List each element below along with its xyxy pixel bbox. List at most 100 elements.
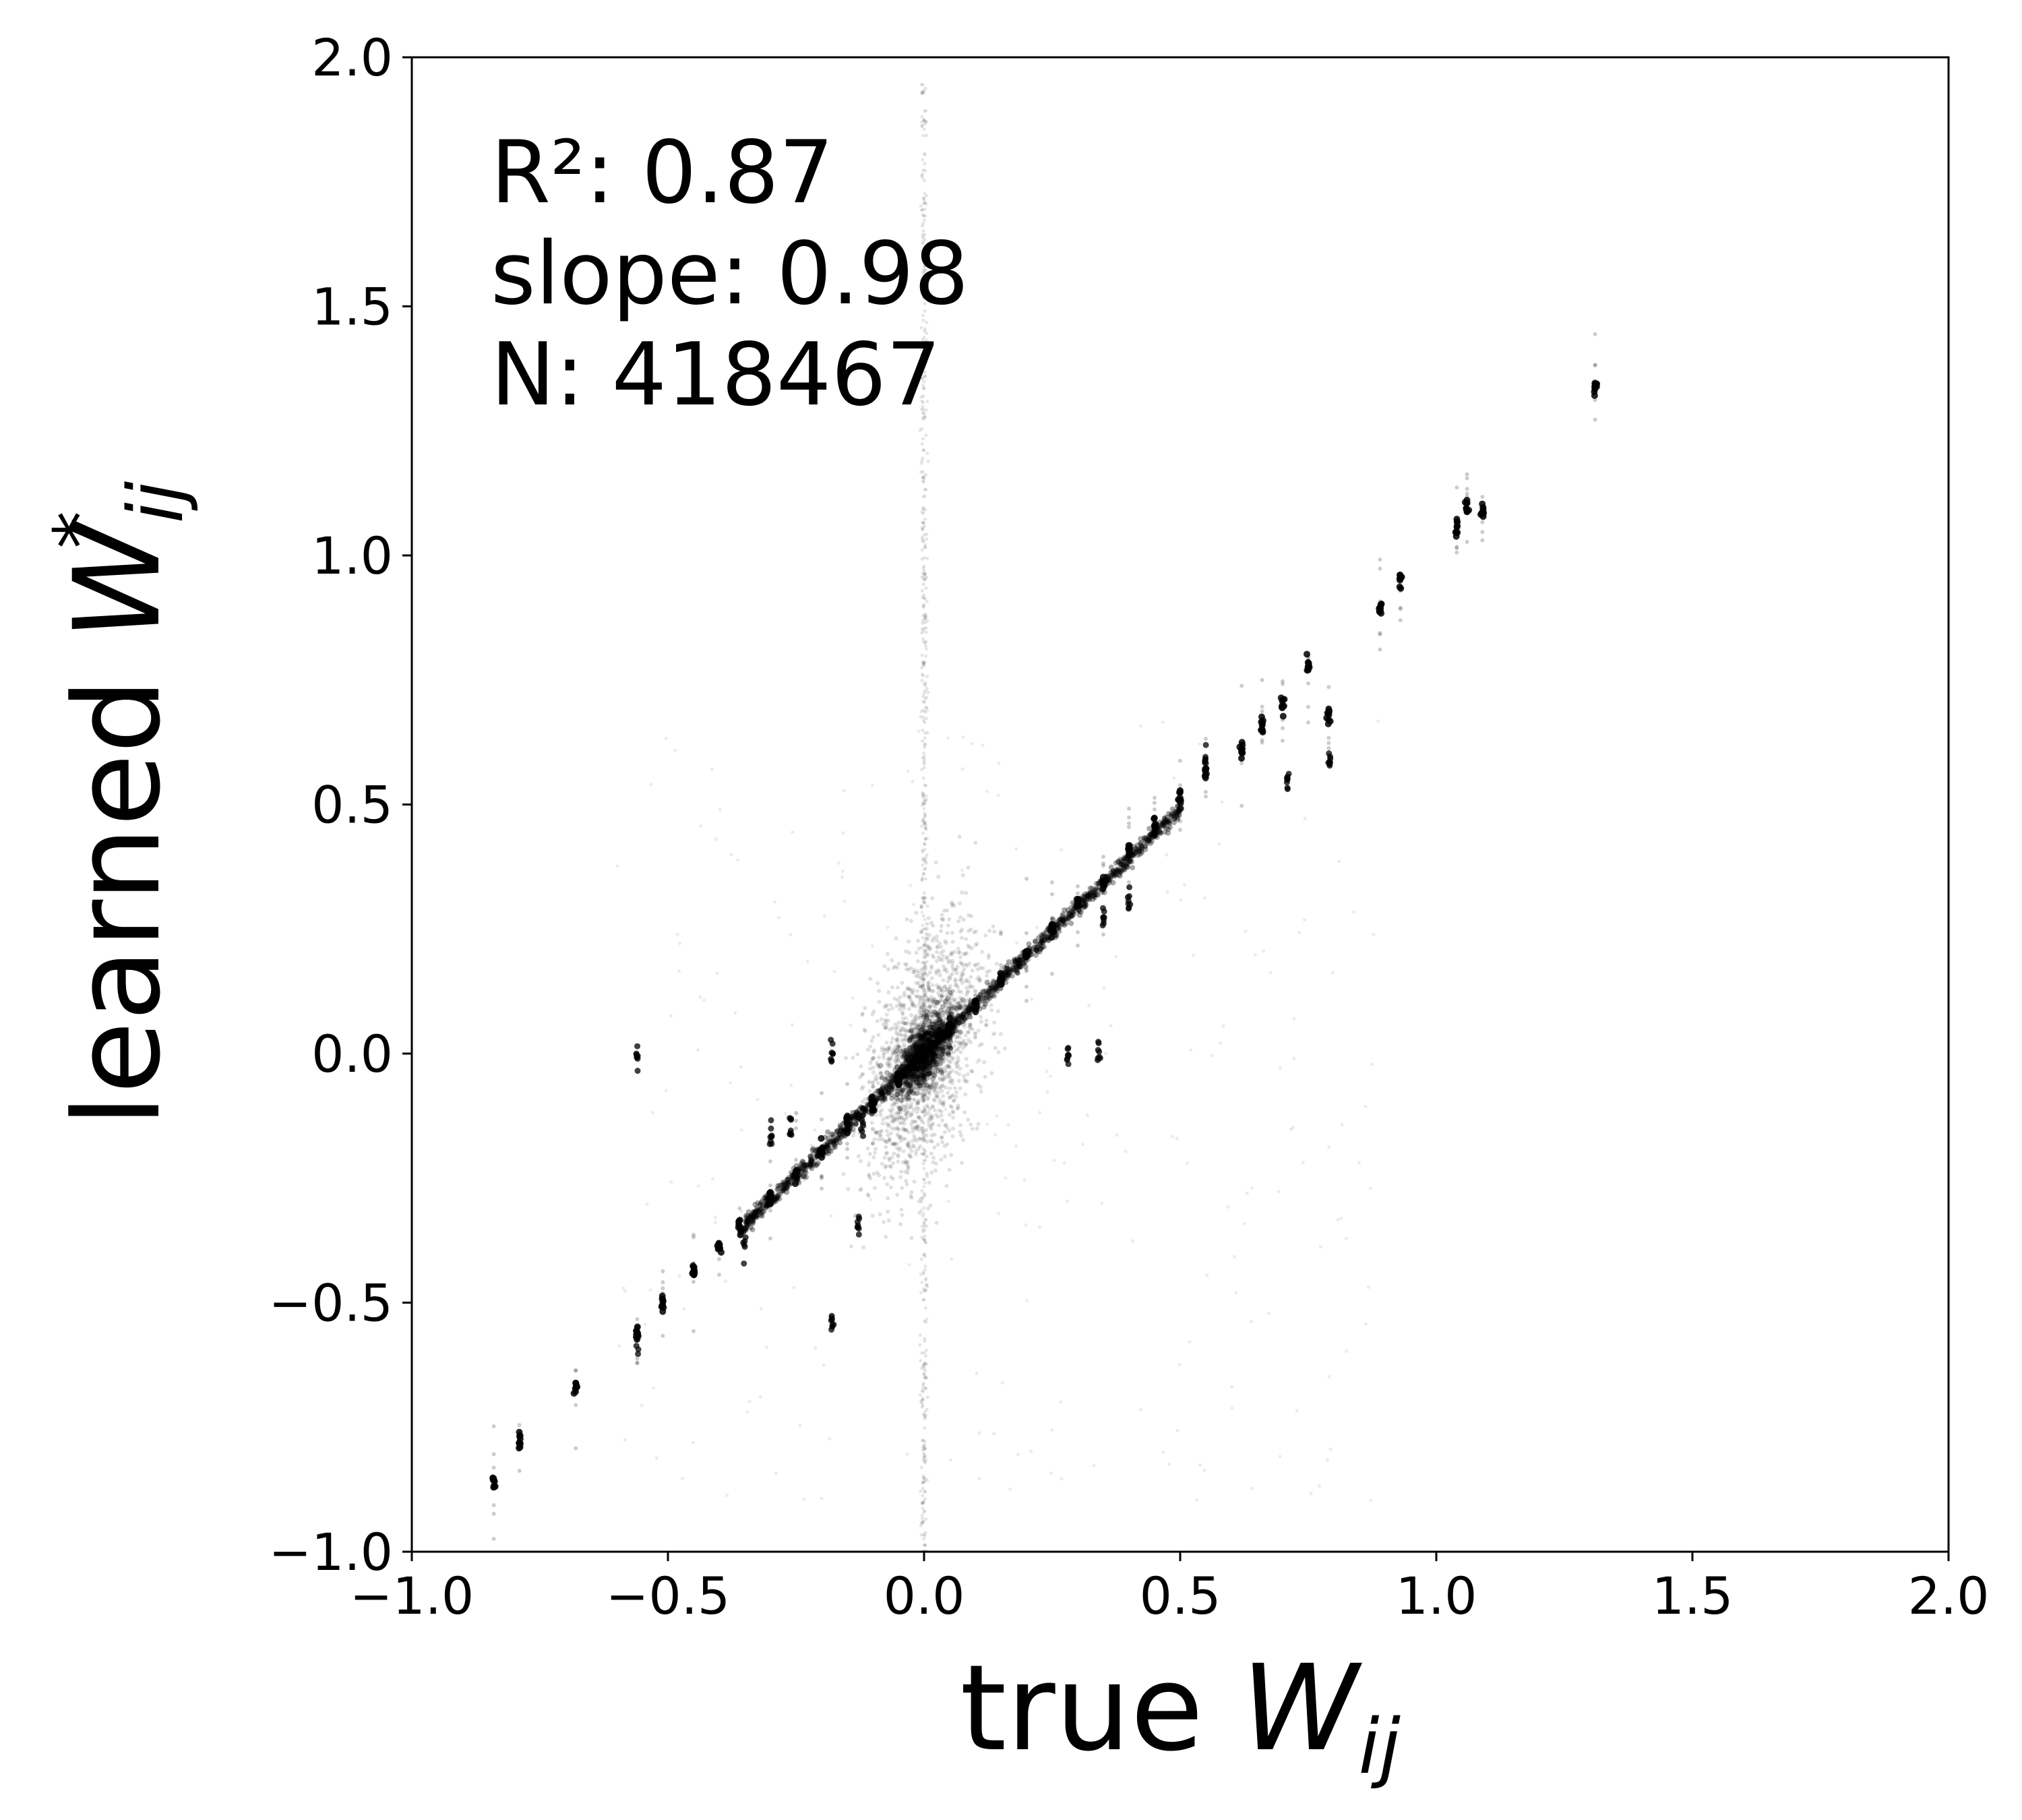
scatter-point [858,1159,863,1163]
scatter-point [906,1163,911,1168]
scatter-point [917,1023,921,1028]
scatter-point [981,744,985,748]
scatter-point [1113,870,1119,876]
scatter-point [944,1108,948,1112]
scatter-point [927,948,931,952]
scatter-point [919,1400,923,1404]
scatter-point [875,1060,880,1065]
scatter-point [1025,1299,1029,1303]
scatter-point [929,1122,934,1127]
scatter-point [922,1351,926,1355]
scatter-point [977,1476,981,1480]
scatter-point [917,1015,922,1020]
scatter-point [911,1034,917,1040]
scatter-point [875,1077,880,1082]
scatter-point [915,959,920,963]
scatter-point [924,626,928,630]
scatter-point [967,1030,971,1035]
scatter-point [875,1130,880,1134]
scatter-point [977,1058,981,1063]
scatter-point [909,1029,913,1034]
scatter-point [987,953,991,958]
scatter-point [886,1008,891,1012]
scatter-point [949,1008,954,1013]
scatter-point [1204,736,1208,741]
scatter-point [908,997,913,1002]
scatter-point [919,1068,924,1072]
scatter-point [950,1126,955,1131]
scatter-point [938,1017,943,1022]
scatter-point [876,1063,880,1068]
scatter-point [1292,1017,1296,1021]
scatter-point [923,783,927,787]
scatter-point [936,985,941,990]
scatter-point [996,1050,1001,1054]
scatter-point [952,1098,957,1103]
scatter-point [960,928,964,932]
scatter-point [882,1026,887,1031]
scatter-point [956,1016,961,1021]
scatter-point [941,1010,946,1015]
scatter-point [1151,829,1159,837]
scatter-point [1250,1320,1254,1324]
scatter-point [907,950,912,955]
scatter-point [871,1070,876,1074]
scatter-point [967,1025,972,1029]
scatter-point [915,1033,920,1037]
scatter-point [928,1052,933,1057]
scatter-point [924,630,928,634]
scatter-point [938,1014,942,1019]
scatter-point [921,1029,926,1033]
scatter-point [964,977,969,982]
scatter-point [915,1101,920,1106]
scatter-point [921,1501,925,1505]
scatter-point [956,1047,960,1052]
scatter-point [910,1129,915,1134]
scatter-point [869,1039,874,1043]
scatter-point [931,1009,938,1015]
scatter-point [934,1094,939,1099]
scatter-point [923,86,927,90]
scatter-point [922,556,926,560]
scatter-point [918,1010,923,1015]
scatter-point [918,1031,923,1036]
scatter-point [936,1065,940,1070]
scatter-point [1230,1406,1234,1410]
scatter-point [923,994,928,998]
scatter-point [1327,1145,1331,1149]
scatter-point [920,673,924,677]
scatter-point [932,1057,937,1062]
scatter-point [922,841,926,845]
scatter-point [929,1056,933,1060]
scatter-point [919,930,924,934]
scatter-point [959,977,964,982]
scatter-point [901,1002,906,1007]
scatter-point [1146,835,1152,841]
scatter-point [922,539,926,543]
scatter-point [659,1308,667,1315]
scatter-point [920,1087,925,1092]
scatter-point [635,1356,640,1361]
scatter-point [876,1033,881,1037]
scatter-point [945,954,950,959]
scatter-point [925,1139,929,1144]
scatter-point [929,1066,934,1071]
scatter-point [967,945,972,950]
scatter-point [921,1008,925,1013]
scatter-point [950,965,954,969]
scatter-point [1050,917,1054,921]
scatter-point [1357,1161,1361,1165]
scatter-point [913,1086,917,1091]
scatter-point [895,985,900,990]
scatter-point [894,1059,898,1064]
scatter-point [681,1476,685,1480]
scatter-point [927,997,931,1002]
scatter-point [793,1174,800,1181]
scatter-point [1049,1428,1053,1432]
scatter-point [966,1037,971,1042]
scatter-point [1268,971,1273,975]
scatter-point [938,998,943,1003]
scatter-point [871,1056,876,1060]
scatter-point [1367,1285,1371,1290]
scatter-point [937,1000,942,1004]
